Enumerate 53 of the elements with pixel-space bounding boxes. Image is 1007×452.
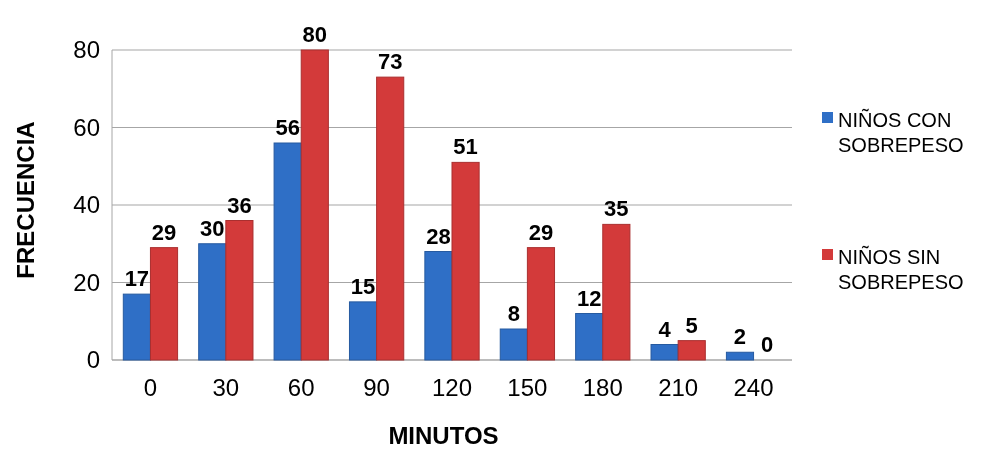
data-label: 17 bbox=[124, 266, 150, 292]
data-label: 35 bbox=[604, 196, 629, 222]
y-tick-label: 80 bbox=[73, 36, 100, 64]
x-tick-label: 60 bbox=[287, 374, 315, 401]
bar bbox=[424, 251, 453, 361]
data-label: 29 bbox=[528, 219, 554, 245]
data-label: 4 bbox=[658, 316, 672, 342]
bar bbox=[451, 161, 480, 361]
bar bbox=[376, 76, 405, 361]
bar bbox=[149, 247, 179, 361]
bar bbox=[725, 351, 755, 361]
data-label: 56 bbox=[275, 115, 300, 140]
legend-label: NIÑOS CON SOBREPESO bbox=[838, 108, 964, 156]
data-label: 51 bbox=[453, 134, 478, 160]
bar bbox=[348, 301, 378, 361]
y-tick-label: 20 bbox=[73, 268, 100, 296]
x-axis-title: MINUTOS bbox=[388, 422, 499, 449]
data-label: 0 bbox=[761, 332, 774, 357]
x-tick-label: 30 bbox=[212, 374, 240, 401]
bar bbox=[602, 223, 631, 361]
y-tick-label: 60 bbox=[73, 113, 100, 141]
data-label: 5 bbox=[685, 312, 698, 338]
data-label: 8 bbox=[507, 301, 520, 326]
bar bbox=[677, 340, 706, 361]
bar bbox=[273, 142, 302, 361]
x-tick-label: 180 bbox=[582, 374, 623, 401]
data-label: 12 bbox=[576, 285, 602, 311]
data-label: 80 bbox=[302, 22, 328, 47]
x-tick-label: 210 bbox=[658, 374, 699, 401]
data-label: 73 bbox=[377, 49, 403, 75]
bar bbox=[650, 344, 679, 361]
y-tick-label: 0 bbox=[86, 346, 100, 374]
legend-label: NIÑOS SIN SOBREPESO bbox=[838, 245, 964, 293]
bar bbox=[225, 220, 254, 361]
x-tick-label: 0 bbox=[143, 374, 158, 401]
bar bbox=[300, 49, 329, 361]
y-axis-title: FRECUENCIA bbox=[12, 121, 39, 279]
data-label: 30 bbox=[200, 215, 225, 241]
data-label: 29 bbox=[151, 219, 177, 245]
bar bbox=[122, 293, 151, 361]
data-label: 2 bbox=[733, 324, 747, 350]
x-tick-label: 120 bbox=[431, 374, 473, 401]
bar bbox=[575, 313, 604, 361]
y-tick-label: 40 bbox=[73, 191, 100, 219]
data-label: 36 bbox=[227, 192, 252, 218]
bar bbox=[198, 243, 227, 361]
x-tick-label: 150 bbox=[507, 374, 548, 401]
bar bbox=[499, 328, 528, 361]
data-label: 28 bbox=[426, 223, 451, 249]
bar bbox=[526, 247, 556, 361]
data-label: 15 bbox=[350, 273, 376, 299]
x-tick-label: 240 bbox=[733, 374, 774, 401]
x-tick-label: 90 bbox=[363, 374, 390, 401]
